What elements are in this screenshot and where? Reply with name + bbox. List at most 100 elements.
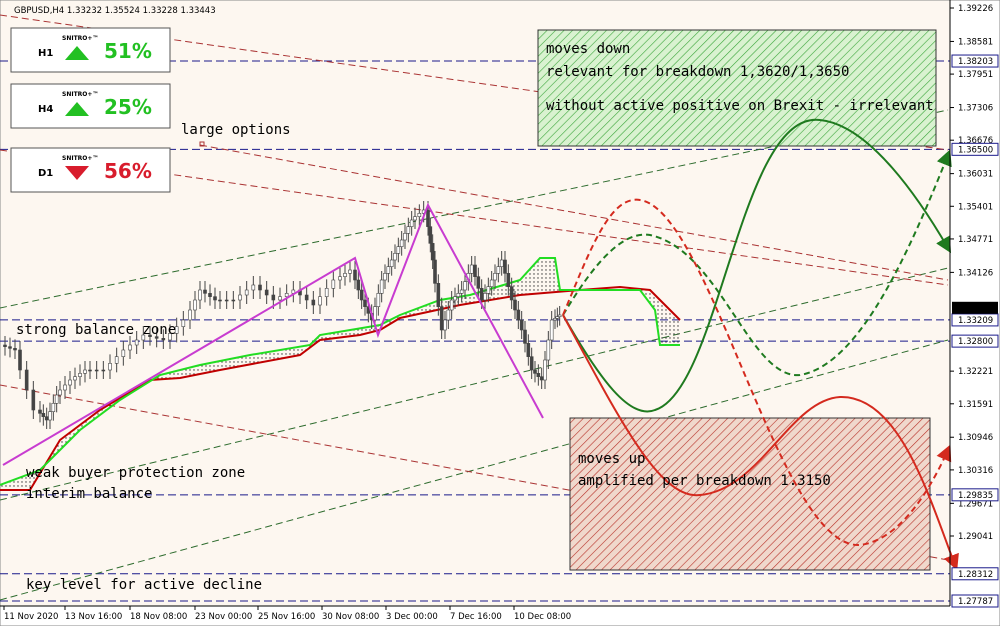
price-level-label: 1.28312 [958, 570, 993, 580]
candle-body [13, 348, 17, 351]
box-text: without active positive on Brexit - irre… [546, 98, 934, 114]
candle-body [509, 286, 514, 301]
candle-body [536, 373, 541, 377]
candle-body [114, 356, 119, 364]
time-label: 13 Nov 16:00 [65, 612, 122, 622]
time-label: 3 Dec 00:00 [386, 612, 438, 622]
time-label: 25 Nov 16:00 [258, 612, 315, 622]
signal-value: 51% [104, 39, 152, 63]
time-label: 18 Nov 08:00 [130, 612, 187, 622]
candle-body [526, 343, 531, 357]
candle-body [193, 299, 197, 311]
candle-body [555, 316, 560, 319]
candle-body [389, 259, 394, 267]
candle-body [449, 299, 454, 311]
candle-body [409, 219, 414, 227]
candle-body [88, 369, 92, 372]
candle-body [506, 273, 511, 287]
price-level-label: 1.27787 [958, 597, 993, 607]
current-price: 1.33443 [958, 304, 993, 314]
time-label: 30 Nov 08:00 [322, 612, 379, 622]
candle-body [63, 384, 67, 391]
price-level-box [951, 488, 999, 502]
candle-body [203, 289, 207, 294]
candle-body [428, 226, 433, 244]
candle-body [436, 283, 441, 307]
candle-body [430, 243, 435, 261]
price-level-box [951, 54, 999, 68]
candle-body [78, 373, 82, 377]
signal-box [10, 27, 171, 73]
candle-body [121, 349, 126, 357]
candle-body [446, 309, 451, 321]
time-label: 10 Dec 08:00 [514, 612, 571, 622]
candle-body [83, 369, 87, 374]
candle-body [213, 296, 217, 301]
candle-body [73, 376, 77, 381]
candle-body [304, 294, 309, 301]
candle-body [463, 281, 467, 291]
header: GBPUSD,H4 1.33232 1.35524 1.33228 1.3344… [14, 6, 216, 16]
price-level-box [951, 334, 999, 348]
signal-value: 25% [104, 95, 152, 119]
candle-body [3, 344, 7, 347]
candle-body [324, 288, 329, 297]
candle-body [483, 293, 487, 301]
candle-body [439, 306, 444, 331]
candle-body [529, 356, 534, 371]
candle-body [356, 279, 361, 291]
candle-body [453, 296, 457, 301]
price-label: 1.36676 [958, 136, 993, 146]
candle-body [331, 279, 336, 289]
price-level-label: 1.36500 [958, 145, 993, 155]
candle-body [188, 309, 192, 321]
candle-body [271, 294, 276, 301]
candle-body [94, 369, 99, 372]
candle-body [433, 259, 437, 284]
candle-body [376, 293, 381, 307]
annotation: large options [181, 122, 291, 138]
candle-body [8, 346, 12, 349]
annotation: weak buyer protection zone [26, 465, 245, 481]
candle-body [459, 289, 464, 294]
zigzag [2, 202, 544, 466]
signal-arrow [65, 102, 89, 116]
candle-body [198, 289, 202, 301]
candle-body [553, 318, 557, 321]
candle-body [516, 309, 521, 321]
signal-box [10, 83, 171, 129]
candle-body [413, 216, 417, 221]
annotation: strong balance zone [16, 322, 176, 338]
candle-body [386, 266, 391, 274]
candle-body [533, 369, 537, 374]
symbol: GBPUSD,H4 [14, 6, 64, 16]
candle-body [543, 359, 547, 381]
candle-body [244, 289, 249, 296]
signal-brand: SNITRO+™ [62, 91, 98, 98]
candle-body [31, 389, 36, 411]
candle-body [348, 269, 352, 274]
price-label: 1.29671 [958, 499, 993, 509]
candle-body [546, 339, 551, 361]
price-level-box [951, 594, 999, 608]
candle-body [148, 334, 152, 337]
price-label: 1.36031 [958, 170, 993, 180]
price-label: 1.30316 [958, 466, 993, 476]
candle-body [456, 293, 461, 297]
candle-body [134, 339, 139, 346]
candle-body [473, 264, 477, 277]
candle-body [218, 299, 222, 302]
candle-body [54, 394, 59, 404]
candle-body [44, 416, 49, 421]
quote: 1.33232 1.35524 1.33228 1.33443 [67, 6, 216, 16]
price-level-label: 1.33209 [958, 316, 993, 326]
candle-body [174, 326, 179, 334]
price-level-box [951, 567, 999, 581]
candle-body [399, 239, 404, 247]
price-label: 1.30946 [958, 433, 993, 443]
signal-timeframe: H1 [38, 48, 53, 59]
option-marker [199, 141, 205, 147]
candle-body [311, 299, 316, 306]
signal-brand: SNITRO+™ [62, 155, 98, 162]
box-text: relevant for breakdown 1,3620/1,3650 [546, 64, 849, 80]
